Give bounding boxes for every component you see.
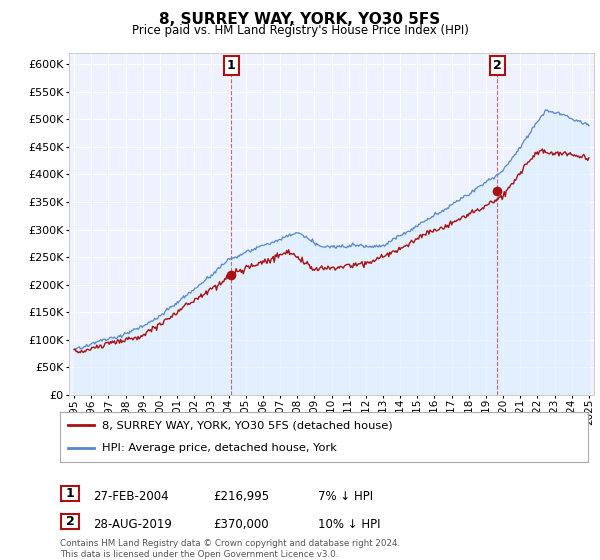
Text: £216,995: £216,995 (213, 490, 269, 503)
Text: 7% ↓ HPI: 7% ↓ HPI (318, 490, 373, 503)
Text: 1: 1 (227, 59, 236, 72)
Text: 2: 2 (493, 59, 502, 72)
Text: 28-AUG-2019: 28-AUG-2019 (93, 518, 172, 531)
Text: £370,000: £370,000 (213, 518, 269, 531)
Text: Contains HM Land Registry data © Crown copyright and database right 2024.
This d: Contains HM Land Registry data © Crown c… (60, 539, 400, 559)
Text: 10% ↓ HPI: 10% ↓ HPI (318, 518, 380, 531)
Text: 1: 1 (66, 487, 74, 500)
Text: 8, SURREY WAY, YORK, YO30 5FS (detached house): 8, SURREY WAY, YORK, YO30 5FS (detached … (102, 420, 393, 430)
Text: 2: 2 (66, 515, 74, 528)
Text: Price paid vs. HM Land Registry's House Price Index (HPI): Price paid vs. HM Land Registry's House … (131, 24, 469, 36)
Text: HPI: Average price, detached house, York: HPI: Average price, detached house, York (102, 444, 337, 454)
Text: 27-FEB-2004: 27-FEB-2004 (93, 490, 169, 503)
Text: 8, SURREY WAY, YORK, YO30 5FS: 8, SURREY WAY, YORK, YO30 5FS (160, 12, 440, 27)
